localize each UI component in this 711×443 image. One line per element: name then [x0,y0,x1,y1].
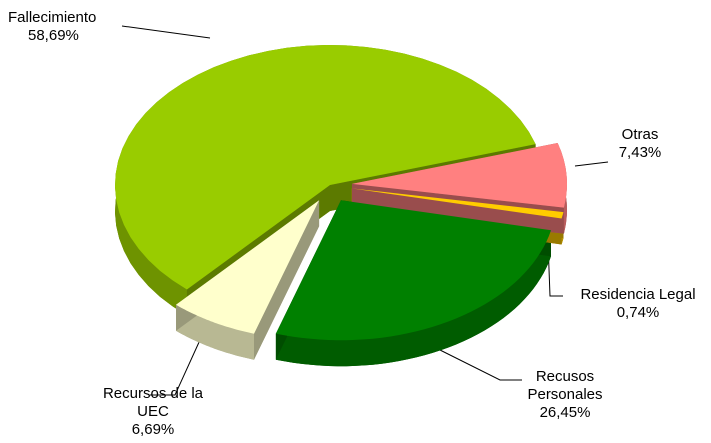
category-label: Recursos de la UEC [102,385,204,420]
slice-label: Recursos de la UEC 6,69% [78,385,228,439]
value-label: 6,69% [131,421,175,438]
value-label: 58,69% [28,27,79,44]
slice [351,188,564,219]
slice [351,143,567,208]
slice-side [176,304,254,360]
slice [176,200,320,334]
slice [115,45,536,290]
value-label: 7,43% [618,144,662,161]
category-label: Residencia Legal [580,286,696,303]
leader-line [439,349,522,381]
value-label: 0,74% [616,304,660,321]
category-label: Fallecimiento [8,9,97,26]
slice-label: Otras 7,43% [600,126,680,162]
slice-side [275,230,551,367]
slice-label: Residencia Legal 0,74% [558,286,711,322]
slice [275,200,551,341]
slice-wall [253,200,320,360]
slice-side [115,45,536,316]
slice-label: Fallecimiento 58,69% [8,9,138,45]
leader-line [150,339,201,396]
leader-line [121,25,211,39]
leader-line [574,161,609,167]
category-label: Otras [621,126,659,143]
slice-label: Recusos Personales 26,45% [520,368,610,422]
value-label: 26,45% [539,404,591,421]
category-label: Recusos Personales [527,368,603,403]
